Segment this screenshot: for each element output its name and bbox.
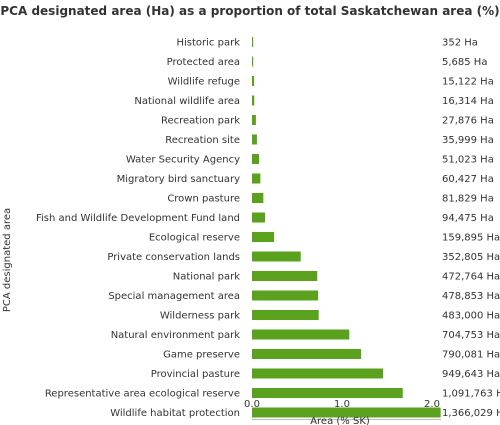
bar [252, 329, 350, 340]
category-label: Migratory bird sanctuary [117, 174, 241, 185]
category-label: Representative area ecological reserve [45, 389, 240, 400]
area-label: 790,081 Ha [442, 350, 500, 361]
category-label: Natural environment park [111, 330, 241, 341]
area-label: 94,475 Ha [442, 213, 494, 224]
area-label: 16,314 Ha [442, 96, 494, 107]
bar [252, 407, 441, 418]
category-label: Wildlife refuge [168, 77, 240, 88]
x-tick-label: 1.0 [334, 399, 350, 410]
bar [252, 134, 257, 145]
category-label: Special management area [108, 291, 240, 302]
chart-title: PCA designated area (Ha) as a proportion… [0, 4, 499, 18]
bar [252, 95, 255, 106]
bar [252, 349, 362, 359]
category-label: Game preserve [163, 350, 240, 361]
area-label: 60,427 Ha [442, 174, 494, 185]
area-label: 704,753 Ha [442, 330, 500, 341]
area-label: 81,829 Ha [442, 194, 494, 205]
category-label: Historic park [177, 38, 241, 49]
category-label: Ecological reserve [149, 233, 240, 244]
area-label: 483,000 Ha [442, 311, 500, 322]
category-label: Crown pasture [167, 194, 240, 205]
category-label: Provincial pasture [151, 369, 240, 380]
category-label: Water Security Agency [126, 155, 240, 166]
bar [252, 56, 254, 67]
category-label: National wildlife area [134, 96, 240, 107]
category-label: Wildlife habitat protection [110, 408, 240, 419]
area-label: 472,764 Ha [442, 272, 500, 283]
category-label: National park [173, 272, 240, 283]
x-axis-ticks: 0.0 1.0 2.0 [244, 399, 440, 410]
bar [252, 212, 266, 223]
bar [252, 37, 254, 47]
area-label: 352,805 Ha [442, 252, 500, 263]
area-label: 1,091,763 Ha [442, 389, 500, 400]
x-axis-title: Area (% SK) [310, 416, 370, 425]
bar [252, 193, 264, 203]
bar [252, 388, 403, 398]
area-label: 1,366,029 Ha [442, 408, 500, 419]
area-label: 27,876 Ha [442, 116, 494, 127]
area-label: 5,685 Ha [442, 57, 487, 68]
bar [252, 173, 261, 184]
y-axis-title: PCA designated area [2, 208, 13, 312]
bar [252, 251, 301, 262]
category-label: Protected area [167, 57, 240, 68]
bar [252, 271, 318, 281]
bar [252, 290, 319, 301]
area-label: 35,999 Ha [442, 135, 494, 146]
area-label: 51,023 Ha [442, 155, 494, 166]
bars-group [252, 37, 441, 418]
bar [252, 368, 384, 379]
category-label: Recreation park [161, 116, 240, 127]
x-tick-label: 2.0 [424, 399, 440, 410]
category-labels: Historic park Protected area Wildlife refu… [36, 38, 240, 420]
area-label: 352 Ha [442, 38, 478, 49]
category-label: Wilderness park [160, 311, 240, 322]
area-label: 159,895 Ha [442, 233, 500, 244]
category-label: Private conservation lands [107, 252, 240, 263]
area-label: 949,643 Ha [442, 369, 500, 380]
bar [252, 76, 255, 86]
area-labels: 352 Ha 5,685 Ha 15,122 Ha 16,314 Ha 27,876 H… [442, 38, 500, 420]
category-label: Recreation site [165, 135, 240, 146]
x-tick-label: 0.0 [244, 399, 260, 410]
bar [252, 310, 319, 320]
bar [252, 154, 260, 164]
bar [252, 115, 256, 125]
area-label: 478,853 Ha [442, 291, 500, 302]
area-label: 15,122 Ha [442, 77, 494, 88]
category-label: Fish and Wildlife Development Fund land [36, 213, 240, 224]
bar [252, 232, 275, 242]
